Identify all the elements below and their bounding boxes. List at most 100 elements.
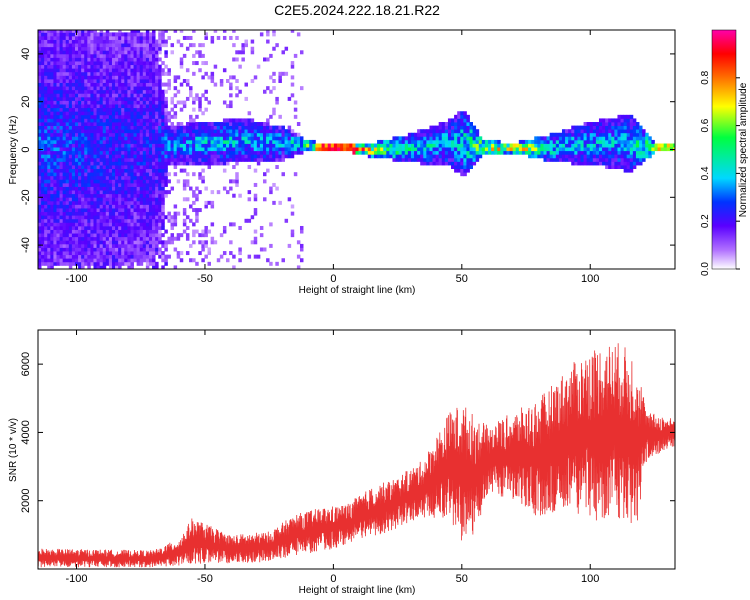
heatmap-cell: [56, 200, 60, 205]
heatmap-cell: [127, 265, 131, 269]
heatmap-cell: [207, 154, 211, 159]
heatmap-cell: [392, 157, 396, 162]
heatmap-cell: [50, 193, 54, 198]
heatmap-cell: [118, 233, 122, 238]
heatmap-cell: [68, 46, 73, 51]
heatmap-cell: [139, 154, 144, 159]
heatmap-cell: [56, 75, 60, 80]
heatmap-cell: [444, 122, 449, 126]
heatmap-cell: [111, 107, 116, 112]
heatmap-cell: [50, 240, 54, 245]
heatmap-cell: [105, 236, 110, 241]
heatmap-cell: [142, 57, 147, 62]
heatmap-cell: [204, 154, 208, 159]
heatmap-cell: [201, 154, 205, 159]
heatmap-cell: [139, 46, 144, 51]
heatmap-cell: [145, 139, 150, 144]
heatmap-cell: [620, 136, 625, 141]
heatmap-cell: [108, 93, 113, 98]
heatmap-cell: [59, 68, 64, 73]
heatmap-cell: [124, 229, 128, 234]
heatmap-cell: [284, 139, 289, 144]
heatmap-cell: [38, 39, 42, 44]
heatmap-cell: [299, 50, 304, 55]
heatmap-cell: [65, 182, 70, 187]
heatmap-cell: [275, 129, 279, 134]
heatmap-cell: [635, 150, 640, 155]
heatmap-cell: [263, 125, 267, 130]
heatmap-cell: [463, 114, 467, 119]
heatmap-cell: [71, 172, 76, 177]
heatmap-cell: [93, 139, 97, 144]
heatmap-cell: [586, 161, 591, 166]
heatmap-cell: [136, 233, 141, 238]
heatmap-cell: [608, 136, 612, 141]
heatmap-cell: [93, 79, 97, 83]
heatmap-cell: [38, 247, 42, 252]
heatmap-cell: [44, 193, 48, 198]
heatmap-cell: [124, 147, 128, 152]
heatmap-cell: [614, 125, 618, 130]
heatmap-cell: [136, 96, 141, 101]
heatmap-cell: [543, 143, 547, 148]
heatmap-cell: [192, 61, 196, 66]
heatmap-cell: [250, 118, 255, 123]
heatmap-cell: [71, 193, 76, 198]
heatmap-cell: [87, 100, 91, 105]
heatmap-cell: [99, 32, 104, 37]
heatmap-cell: [463, 132, 467, 137]
heatmap-cell: [53, 136, 57, 141]
heatmap-cell: [41, 122, 45, 126]
heatmap-cell: [645, 136, 649, 141]
heatmap-cell: [105, 43, 110, 48]
heatmap-cell: [152, 96, 156, 101]
heatmap-cell: [595, 125, 600, 130]
heatmap-cell: [87, 61, 91, 66]
heatmap-cell: [121, 218, 125, 223]
heatmap-cell: [438, 129, 443, 134]
heatmap-cell: [611, 136, 615, 141]
heatmap-cell: [115, 122, 119, 126]
heatmap-cell: [96, 114, 101, 119]
heatmap-cell: [111, 240, 116, 245]
heatmap-cell: [423, 139, 427, 144]
heatmap-cell: [451, 129, 455, 134]
snr-x-tick-label: 0: [330, 573, 336, 585]
heatmap-cell: [50, 114, 54, 119]
heatmap-cell: [71, 50, 76, 55]
heatmap-cell: [96, 111, 101, 116]
heatmap-cell: [99, 79, 104, 83]
heatmap-cell: [47, 136, 51, 141]
heatmap-cell: [38, 43, 42, 48]
heatmap-cell: [93, 179, 97, 184]
heatmap-cell: [38, 96, 42, 101]
heatmap-cell: [38, 229, 42, 234]
heatmap-cell: [124, 32, 128, 37]
heatmap-cell: [62, 35, 67, 40]
heatmap-cell: [139, 107, 144, 112]
heatmap-cell: [142, 236, 147, 241]
heatmap-cell: [136, 200, 141, 205]
heatmap-cell: [127, 139, 131, 144]
heatmap-cell: [68, 122, 73, 126]
heatmap-cell: [130, 215, 134, 220]
heatmap-cell: [155, 154, 159, 159]
heatmap-cell: [648, 136, 652, 141]
heatmap-cell: [158, 208, 162, 213]
heatmap-cell: [139, 258, 144, 263]
heatmap-cell: [290, 64, 295, 69]
heatmap-cell: [198, 139, 202, 144]
heatmap-cell: [127, 258, 131, 263]
heatmap-cell: [41, 89, 45, 94]
heatmap-cell: [62, 64, 67, 69]
heatmap-cell: [47, 251, 51, 256]
heatmap-cell: [269, 139, 273, 144]
heatmap-cell: [198, 208, 202, 213]
heatmap-cell: [84, 57, 88, 62]
heatmap-cell: [155, 208, 159, 213]
heatmap-cell: [74, 96, 79, 101]
heatmap-cell: [158, 247, 162, 252]
heatmap-cell: [580, 129, 584, 134]
heatmap-cell: [244, 132, 248, 137]
heatmap-cell: [90, 86, 94, 91]
